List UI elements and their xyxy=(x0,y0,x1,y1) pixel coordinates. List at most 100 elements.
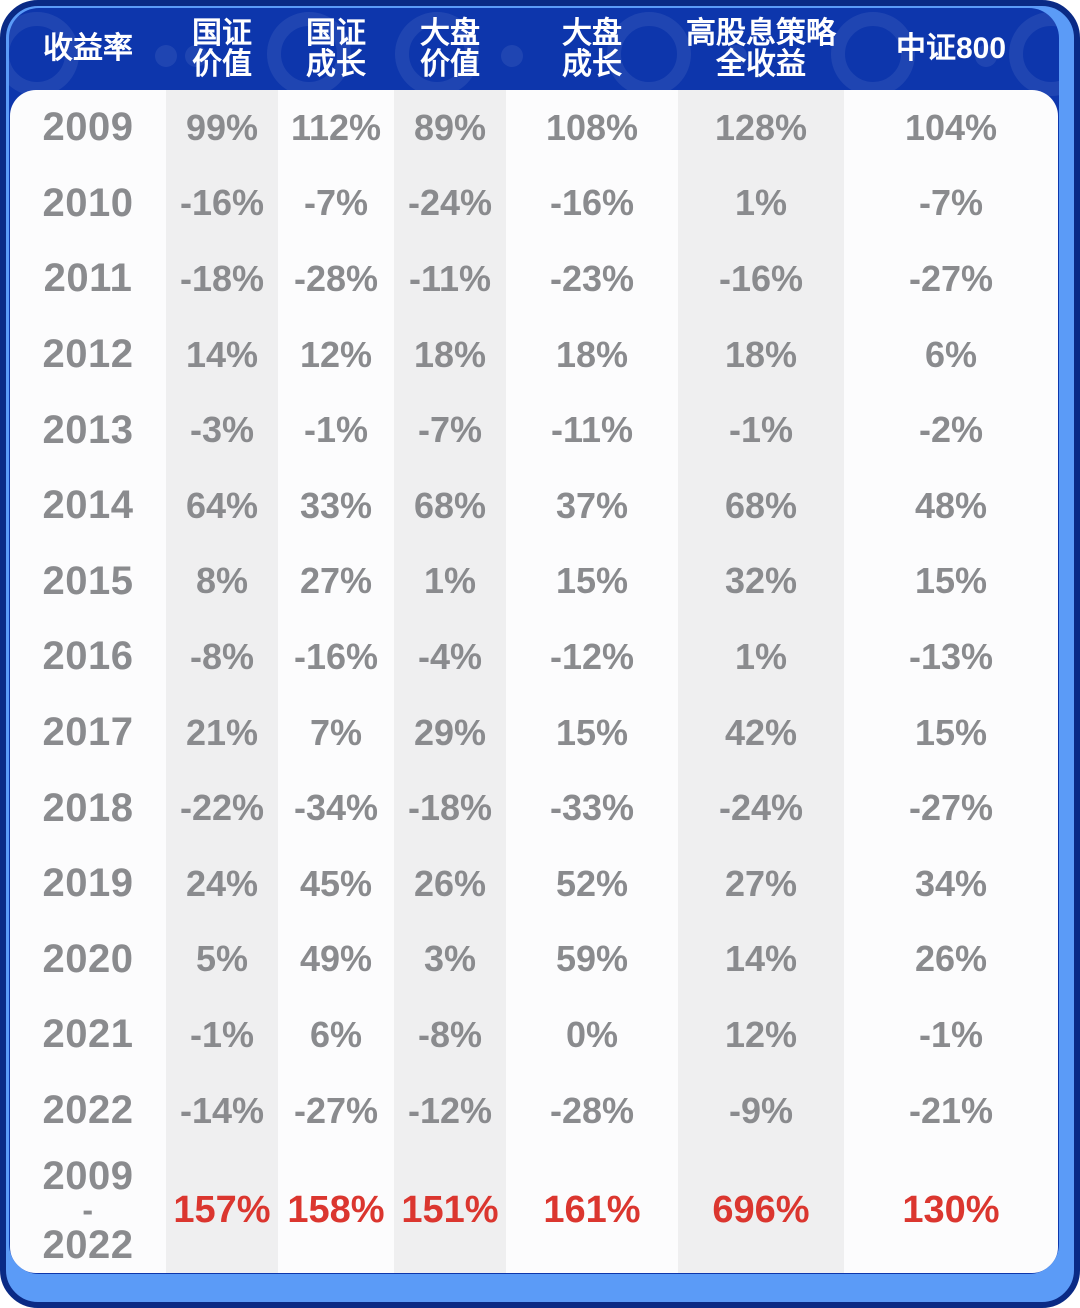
header-label-line: 价值 xyxy=(420,48,480,81)
value-cell: -1% xyxy=(678,392,844,468)
value-cell: 48% xyxy=(914,484,988,526)
value-cell: -33% xyxy=(549,787,635,829)
year-cell: 2015 xyxy=(42,558,134,603)
value-cell: 6% xyxy=(309,1013,363,1055)
value-cell: 15% xyxy=(914,711,988,753)
value-cell: 12% xyxy=(299,333,373,375)
header-corner-label: 收益率 xyxy=(10,33,166,64)
table-row: 2012 14% 12% 18% 18% 18% 6% xyxy=(10,316,1058,393)
year-cell: 2018 xyxy=(42,785,134,830)
total-value-cell: 158% xyxy=(287,1189,385,1232)
value-cell: 6% xyxy=(924,333,978,375)
value-cell: 52% xyxy=(555,862,629,904)
value-cell: -24% xyxy=(678,770,844,846)
value-cell: 18% xyxy=(678,316,844,393)
value-cell: -1% xyxy=(918,1013,984,1055)
table-row: 2010 -16% -7% -24% -16% 1% -7% xyxy=(10,165,1058,242)
value-cell: 42% xyxy=(678,694,844,771)
value-cell: -16% xyxy=(678,241,844,317)
header-label-line: 国证 xyxy=(192,16,252,50)
value-cell: -3% xyxy=(166,392,278,468)
table-row: 2014 64% 33% 68% 37% 68% 48% xyxy=(10,467,1058,544)
total-value-cell: 696% xyxy=(678,1148,844,1273)
year-cell: 2012 xyxy=(42,332,134,377)
value-cell: 18% xyxy=(555,333,629,375)
value-cell: -12% xyxy=(394,1072,506,1149)
table-row: 2020 5% 49% 3% 59% 14% 26% xyxy=(10,921,1058,998)
value-cell: -11% xyxy=(550,409,634,451)
header-label-line: 大盘 xyxy=(562,16,622,50)
year-cell: 2019 xyxy=(42,861,134,906)
value-cell: -34% xyxy=(293,787,379,829)
total-period-cell: 2009-2022 xyxy=(10,1148,166,1273)
value-cell: 3% xyxy=(394,921,506,998)
year-cell: 2021 xyxy=(42,1012,134,1057)
value-cell: -1% xyxy=(166,997,278,1073)
value-cell: -1% xyxy=(303,409,369,451)
dot-decor-icon xyxy=(725,45,747,67)
value-cell: -18% xyxy=(394,770,506,846)
value-cell: -8% xyxy=(166,619,278,695)
value-cell: 89% xyxy=(394,90,506,166)
value-cell: -28% xyxy=(293,257,379,299)
value-cell: 27% xyxy=(678,845,844,922)
total-value-cell: 130% xyxy=(902,1189,1000,1232)
value-cell: 14% xyxy=(166,316,278,393)
value-cell: 27% xyxy=(299,560,373,602)
value-cell: -11% xyxy=(394,241,506,317)
table-row: 2016 -8% -16% -4% -12% 1% -13% xyxy=(10,619,1058,695)
value-cell: -27% xyxy=(908,257,994,299)
value-cell: 29% xyxy=(394,694,506,771)
table-row: 2015 8% 27% 1% 15% 32% 15% xyxy=(10,543,1058,620)
value-cell: 64% xyxy=(166,467,278,544)
total-value-cell: 157% xyxy=(166,1148,278,1273)
header-column-label: 大盘 价值 xyxy=(394,18,506,81)
year-cell: 2011 xyxy=(43,256,133,301)
year-cell: 2009 xyxy=(42,105,134,150)
value-cell: -22% xyxy=(166,770,278,846)
total-period-line: 2022 xyxy=(42,1223,134,1268)
dot-decor-icon xyxy=(975,45,997,67)
value-cell: -7% xyxy=(394,392,506,468)
header-label-line: 高股息策略 xyxy=(686,16,836,50)
dot-decor-icon xyxy=(185,45,207,67)
value-cell: -28% xyxy=(549,1089,635,1131)
value-cell: 1% xyxy=(678,165,844,242)
value-cell: 18% xyxy=(394,316,506,393)
value-cell: 128% xyxy=(678,90,844,166)
value-cell: 59% xyxy=(555,938,629,980)
value-cell: -16% xyxy=(549,182,635,224)
total-period-line: - xyxy=(82,1192,94,1229)
value-cell: -27% xyxy=(293,1089,379,1131)
value-cell: 33% xyxy=(299,484,373,526)
value-cell: 12% xyxy=(678,997,844,1073)
year-cell: 2020 xyxy=(42,936,134,981)
header-label-line: 国证 xyxy=(306,16,366,50)
value-cell: -4% xyxy=(394,619,506,695)
value-cell: 68% xyxy=(394,467,506,544)
value-cell: 5% xyxy=(166,921,278,998)
value-cell: -14% xyxy=(166,1072,278,1149)
total-period-line: 2009 xyxy=(42,1154,134,1199)
value-cell: 24% xyxy=(166,845,278,922)
year-cell: 2014 xyxy=(42,483,134,528)
value-cell: 7% xyxy=(309,711,363,753)
value-cell: -7% xyxy=(918,182,984,224)
value-cell: -9% xyxy=(678,1072,844,1149)
total-value-cell: 151% xyxy=(394,1148,506,1273)
value-cell: -2% xyxy=(918,409,984,451)
year-cell: 2017 xyxy=(42,710,134,755)
value-cell: 108% xyxy=(545,106,639,148)
table-row: 2021 -1% 6% -8% 0% 12% -1% xyxy=(10,997,1058,1073)
value-cell: -8% xyxy=(394,997,506,1073)
table-row: 2022 -14% -27% -12% -28% -9% -21% xyxy=(10,1072,1058,1149)
value-cell: 104% xyxy=(904,106,998,148)
header-label-line: 全收益 xyxy=(716,48,806,81)
value-cell: -7% xyxy=(303,182,369,224)
value-cell: 68% xyxy=(678,467,844,544)
dot-decor-icon xyxy=(501,45,523,67)
value-cell: 15% xyxy=(555,560,629,602)
value-cell: 34% xyxy=(914,862,988,904)
